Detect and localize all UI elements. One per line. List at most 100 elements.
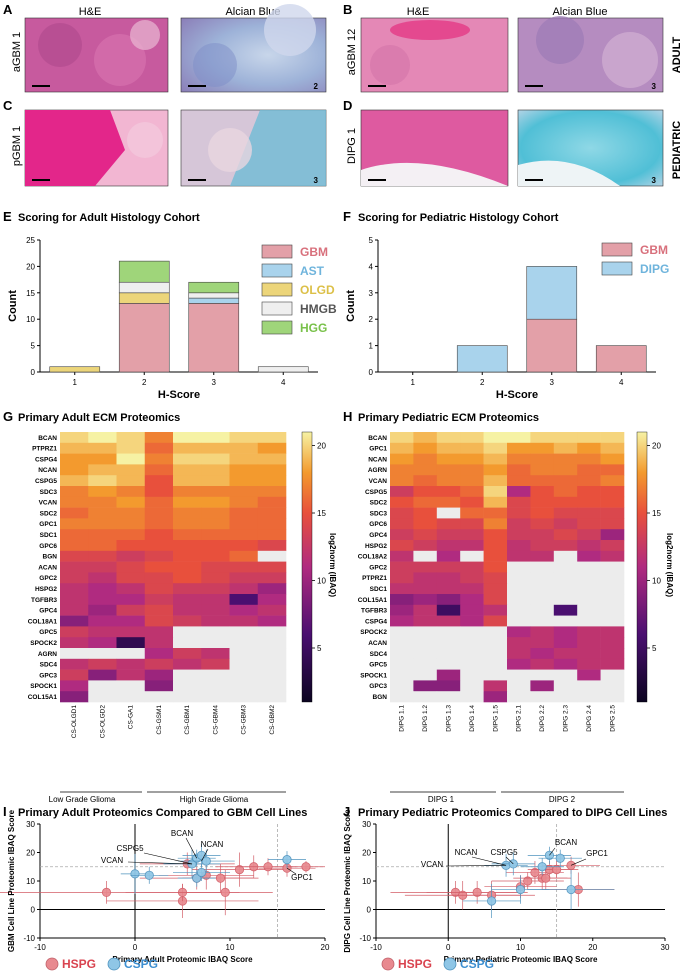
heat-cell: [507, 604, 531, 616]
heat-cell: [413, 442, 438, 454]
y-tick-label: 20: [26, 262, 35, 271]
heat-cell: [173, 583, 202, 595]
heat-cell: [88, 432, 117, 444]
x-tick-label: 3: [550, 378, 555, 387]
heat-cell: [460, 658, 484, 670]
legend-label-gbm: GBM: [640, 243, 668, 257]
row-label: BGN: [373, 694, 388, 701]
heat-cell: [460, 637, 484, 649]
heat-cell: [553, 453, 578, 465]
heat-cell: [201, 442, 230, 454]
point-cspg: [555, 853, 565, 863]
heat-cell: [413, 453, 438, 465]
column-label: DIPG 1.5: [492, 705, 499, 732]
panel-letter-i: I: [3, 804, 7, 819]
heat-cell: [390, 529, 414, 541]
row-label: NCAN: [38, 467, 57, 474]
heat-cell: [229, 626, 259, 638]
point-hspg: [530, 867, 540, 878]
heat-cell: [229, 540, 259, 552]
heat-cell: [144, 518, 174, 530]
heat-cell: [390, 496, 414, 508]
heat-cell: [413, 432, 438, 444]
heat-cell: [483, 626, 508, 638]
d-alcian-image: [517, 109, 664, 187]
row-label: CSPG4: [35, 456, 57, 463]
heat-cell: [201, 680, 230, 692]
row-label: SPOCK1: [360, 672, 387, 679]
heat-cell: [530, 550, 555, 562]
heat-cell: [577, 680, 601, 692]
heat-cell: [460, 550, 484, 562]
annotation-leader: [570, 858, 587, 866]
column-label: DIPG 1.4: [469, 705, 476, 732]
heat-cell: [60, 529, 89, 541]
panel-letter-a: A: [3, 2, 13, 17]
heat-cell: [60, 496, 89, 508]
heat-cell: [530, 496, 555, 508]
heat-cell: [173, 550, 202, 562]
heat-cell: [600, 572, 625, 584]
panel-letter-c: C: [3, 98, 13, 113]
heat-cell: [201, 691, 230, 703]
heat-cell: [116, 680, 146, 692]
x-tick-label: 30: [661, 943, 670, 952]
heat-cell: [413, 637, 438, 649]
heat-cell: [436, 453, 461, 465]
heat-cell: [60, 561, 89, 573]
heat-cell: [460, 604, 484, 616]
point-hspg: [301, 862, 311, 872]
heat-cell: [173, 464, 202, 476]
heat-cell: [144, 442, 174, 454]
heat-cell: [229, 475, 259, 487]
point-cspg: [537, 862, 547, 872]
heat-cell: [144, 691, 174, 703]
legend-j: HSPG CSPG: [381, 957, 494, 971]
heat-cell: [577, 453, 601, 465]
bar-gbm-3: [526, 318, 578, 373]
row-label: GPC4: [369, 532, 387, 539]
heat-cell: [60, 637, 89, 649]
annotation-ncan: NCAN: [201, 840, 224, 849]
heat-cell: [436, 529, 461, 541]
heat-cell: [507, 464, 531, 476]
x-tick-label: 20: [588, 943, 597, 952]
heat-cell: [600, 432, 625, 444]
heat-cell: [116, 486, 146, 498]
heat-cell: [116, 518, 146, 530]
row-label: VCAN: [369, 478, 388, 485]
heat-cell: [413, 626, 438, 638]
heat-cell: [60, 540, 89, 552]
b-alcian-image: [517, 16, 664, 93]
annotation-leader: [127, 861, 193, 865]
heat-cell: [88, 475, 117, 487]
heat-cell: [201, 529, 230, 541]
colorbar-tick-label: 20: [317, 442, 326, 451]
colorbar-h-ticks: 20 15 10 5: [647, 442, 661, 653]
heat-cell: [60, 486, 89, 498]
heat-cell: [60, 658, 89, 670]
row-label: AGRN: [368, 467, 387, 474]
heat-cell: [600, 680, 625, 692]
y-axis-label: Count: [7, 290, 19, 322]
d-he-image: [360, 109, 509, 187]
legend-label-gbm: GBM: [300, 245, 328, 259]
heat-cell: [460, 669, 484, 681]
annotation-cspg5: CSPG5: [116, 844, 144, 853]
panel-e-title: Scoring for Adult Histology Cohort: [18, 212, 200, 224]
adult-side-label: ADULT: [671, 37, 683, 74]
heat-cell: [553, 496, 578, 508]
heat-cell: [60, 680, 89, 692]
annotation-gpc1: GPC1: [586, 849, 608, 858]
bar-hmgb-2: [118, 281, 170, 294]
heat-cell: [577, 572, 601, 584]
heat-cell: [600, 648, 625, 660]
heat-cell: [201, 648, 230, 660]
heat-cell: [553, 691, 578, 703]
group-label-hgg: High Grade Glioma: [180, 795, 249, 804]
heat-cell: [483, 432, 508, 444]
heat-cell: [229, 518, 259, 530]
heat-cell: [144, 507, 174, 519]
annotation-leader: [471, 856, 507, 866]
heat-cell: [507, 658, 531, 670]
